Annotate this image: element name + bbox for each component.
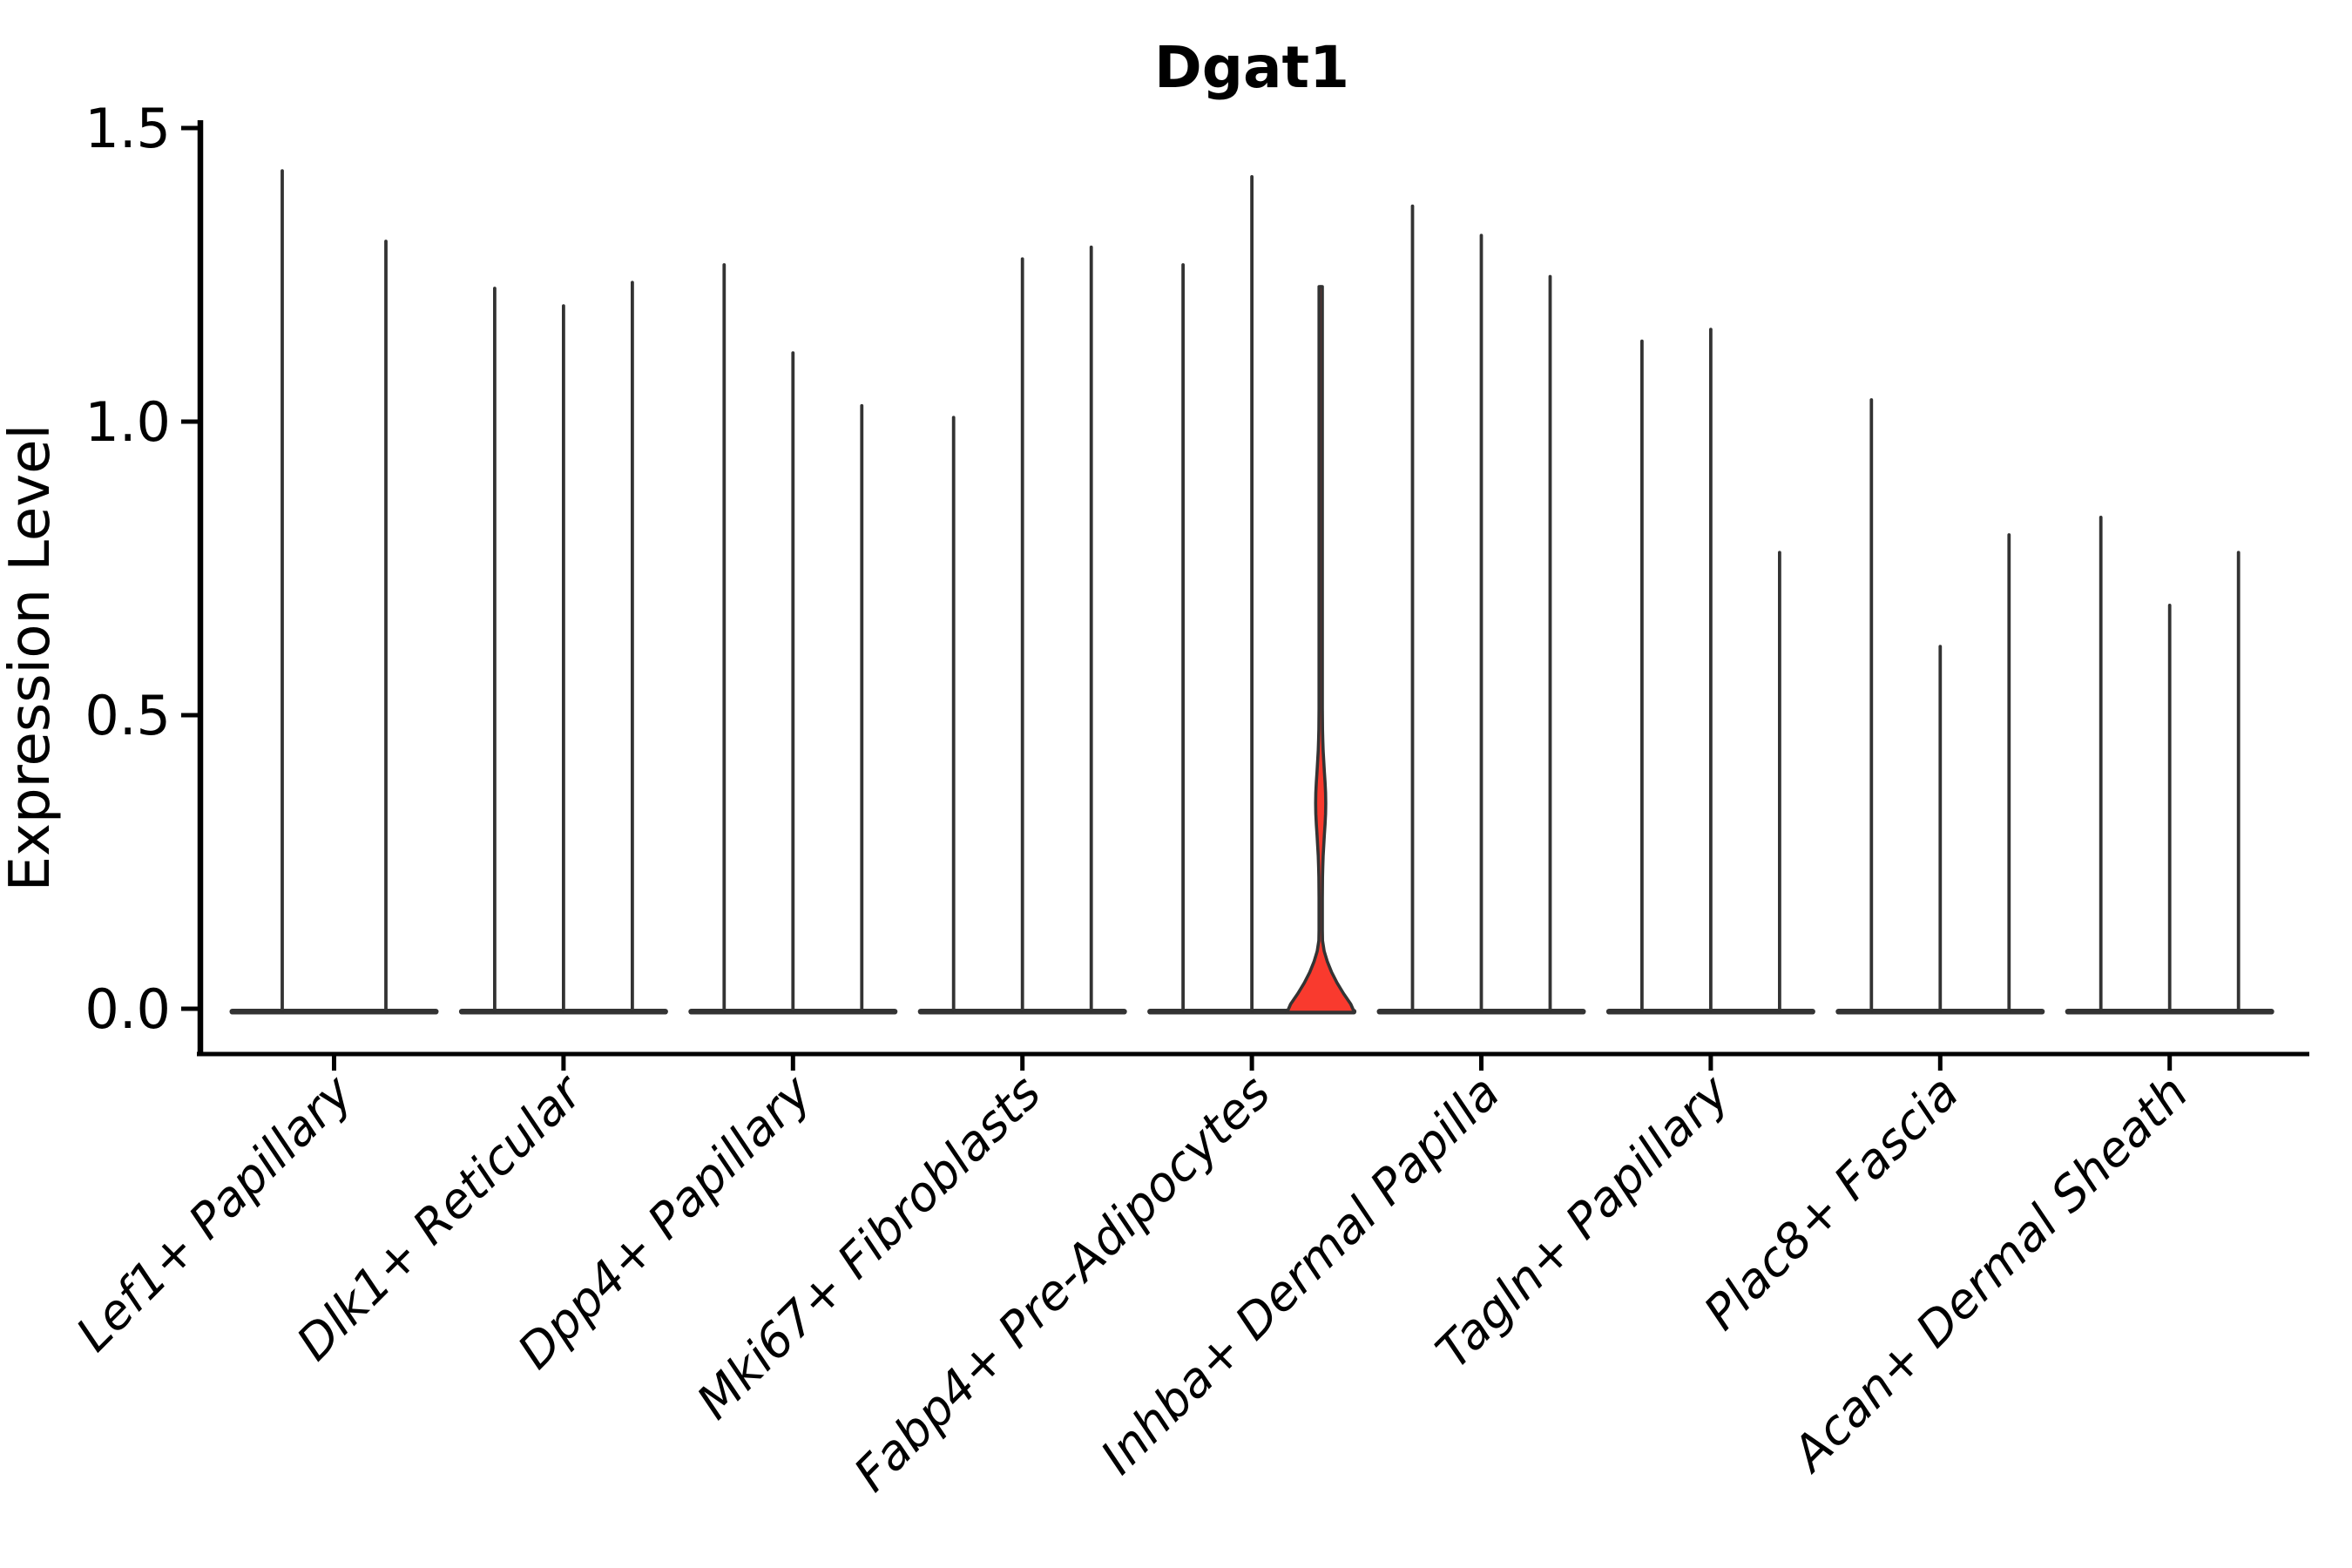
x-category-label: Inhba+ Dermal Papilla [1090, 1064, 1510, 1484]
chart-title: Dgat1 [1154, 34, 1349, 101]
y-tick-label: 1.0 [84, 390, 171, 454]
highlighted-violin [1285, 285, 1356, 1014]
x-category-label: Fabp4+ Pre-Adipocytes [843, 1064, 1281, 1502]
y-axis-label: Expression Level [0, 424, 63, 892]
group-base [229, 1009, 439, 1015]
y-tick-label: 1.5 [84, 97, 171, 160]
y-tick-label: 0.0 [84, 977, 171, 1041]
x-category-label: Acan+ Dermal Sheath [1780, 1064, 2199, 1484]
y-tick-label: 0.5 [84, 684, 171, 747]
